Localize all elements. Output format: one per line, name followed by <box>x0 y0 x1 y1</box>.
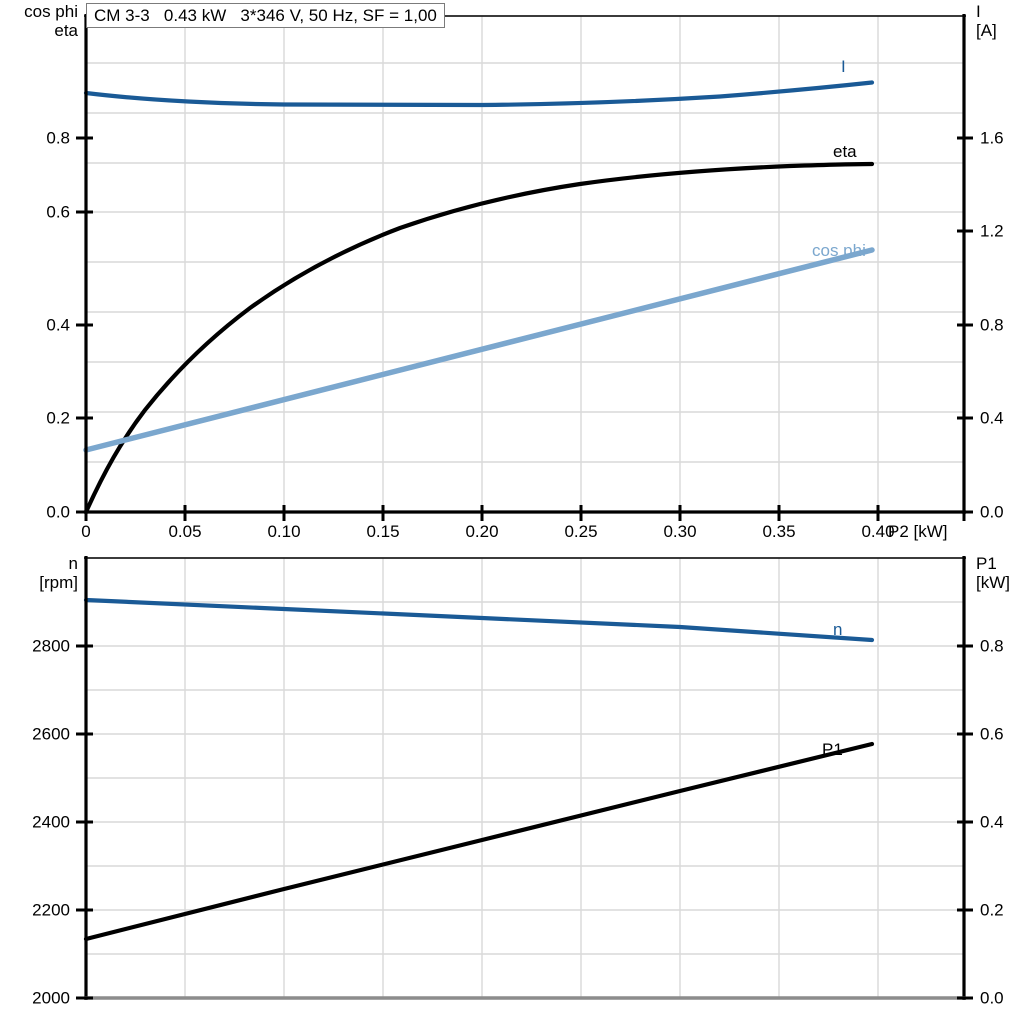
curve-label-speed: n <box>833 620 843 639</box>
top-x-tick-2: 0.10 <box>267 522 301 541</box>
bottom-chart-panel: n [rpm] P1 [kW] 2800 2600 2400 2200 2000… <box>0 548 1024 1024</box>
chart-title-box: CM 3-3 0.43 kW 3*346 V, 50 Hz, SF = 1,00 <box>86 3 445 28</box>
curve-eta <box>83 161 875 515</box>
bottom-right-tick-4: 0.0 <box>980 988 1004 1008</box>
top-right-axis-title: I [A] <box>976 2 997 41</box>
bottom-left-tick-1: 2600 <box>32 724 70 744</box>
top-x-tick-7: 0.35 <box>762 522 796 541</box>
curve-power <box>83 741 875 942</box>
top-right-tick-1: 1.2 <box>980 221 1004 241</box>
top-x-tick-4: 0.20 <box>465 522 499 541</box>
top-left-tick-4: 0.0 <box>46 502 70 522</box>
curve-label-power: P1 <box>822 740 843 759</box>
top-x-axis-title: P2 [kW] <box>888 522 948 541</box>
top-x-tick-0: 0 <box>81 522 91 541</box>
bottom-right-axis-title: P1 [kW] <box>976 554 1010 593</box>
top-x-tick-5: 0.25 <box>564 522 598 541</box>
curve-label-current: I <box>841 57 846 76</box>
curve-label-eta: eta <box>833 142 857 161</box>
bottom-left-tick-0: 2800 <box>32 636 70 656</box>
bottom-left-tick-3: 2200 <box>32 900 70 920</box>
top-chart-svg <box>76 14 973 521</box>
top-x-tick-6: 0.30 <box>663 522 697 541</box>
bottom-left-tick-marks <box>76 644 93 1000</box>
top-grid-horizontal <box>86 15 964 463</box>
top-plot-background <box>86 16 964 512</box>
bottom-left-tick-4: 2000 <box>32 988 70 1008</box>
bottom-right-tick-2: 0.4 <box>980 812 1004 832</box>
top-left-tick-2: 0.4 <box>46 315 70 335</box>
bottom-right-tick-0: 0.8 <box>980 636 1004 656</box>
top-x-tick-3: 0.15 <box>366 522 400 541</box>
top-right-tick-marks <box>957 136 973 514</box>
top-left-tick-0: 0.8 <box>46 128 70 148</box>
top-left-axis-title: cos phi eta <box>24 2 78 41</box>
bottom-left-tick-2: 2400 <box>32 812 70 832</box>
top-x-tick-1: 0.05 <box>168 522 202 541</box>
curve-current <box>83 80 875 108</box>
bottom-right-tick-1: 0.6 <box>980 724 1004 744</box>
top-right-tick-4: 0.0 <box>980 502 1004 522</box>
top-right-tick-3: 0.4 <box>980 408 1004 428</box>
top-left-tick-1: 0.6 <box>46 202 70 222</box>
top-x-tick-marks <box>84 505 966 521</box>
bottom-right-tick-marks <box>957 644 973 1000</box>
top-right-tick-2: 0.8 <box>980 315 1004 335</box>
bottom-chart-svg <box>76 556 973 1000</box>
top-left-tick-3: 0.2 <box>46 408 70 428</box>
top-chart-panel: CM 3-3 0.43 kW 3*346 V, 50 Hz, SF = 1,00 <box>24 2 1004 541</box>
top-x-tick-8: 0.40 <box>861 522 895 541</box>
bottom-right-tick-3: 0.2 <box>980 900 1004 920</box>
top-right-tick-0: 1.6 <box>980 128 1004 148</box>
bottom-left-axis-title: n [rpm] <box>39 554 78 593</box>
curve-label-cosphi: cos phi <box>812 241 866 260</box>
curve-cosphi <box>83 247 875 453</box>
curve-speed <box>83 597 875 643</box>
